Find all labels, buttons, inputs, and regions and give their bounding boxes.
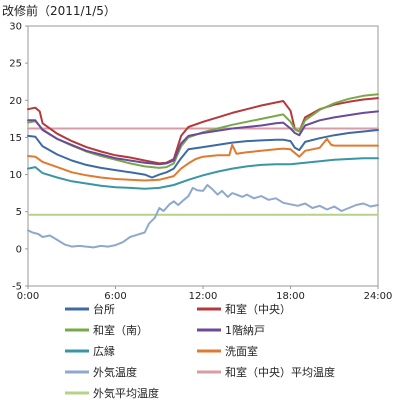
legend-label: 和室（南） — [93, 323, 148, 337]
y-tick-label: 20 — [9, 96, 22, 107]
y-tick-label: -5 — [12, 282, 22, 293]
series-line — [27, 184, 379, 249]
chart-title: 改修前（2011/1/5） — [2, 3, 116, 18]
y-tick-label: 0 — [16, 244, 22, 255]
legend-label: 和室（中央）平均温度 — [225, 365, 335, 379]
y-tick-label: 5 — [16, 207, 22, 218]
legend-label: 洗面室 — [225, 344, 258, 358]
series-line — [27, 129, 379, 179]
series-line — [27, 110, 379, 166]
x-tick-label: 24:00 — [364, 291, 393, 302]
x-tick-label: 6:00 — [104, 291, 126, 302]
x-tick-label: 0:00 — [17, 291, 39, 302]
legend-label: 広縁 — [93, 344, 115, 358]
x-tick-label: 12:00 — [189, 291, 218, 302]
legend-label: 外気温度 — [93, 365, 137, 379]
y-tick-label: 15 — [9, 133, 22, 144]
plot-area: -5 0 5 10 15 20 25 30 0:00 6:00 12:00 18:00 24:00 — [9, 22, 392, 303]
series-line — [27, 157, 379, 190]
legend-label: 和室（中央） — [225, 302, 291, 316]
series-line — [27, 97, 379, 165]
y-tick-label: 30 — [9, 22, 22, 33]
legend-label: 外気平均温度 — [93, 386, 159, 400]
legend-label: 1階納戸 — [225, 323, 265, 337]
x-tick-label: 18:00 — [276, 291, 305, 302]
y-tick-label: 10 — [9, 170, 22, 181]
y-tick-label: 25 — [9, 59, 22, 70]
series-line — [27, 137, 379, 182]
legend-label: 台所 — [93, 302, 115, 316]
